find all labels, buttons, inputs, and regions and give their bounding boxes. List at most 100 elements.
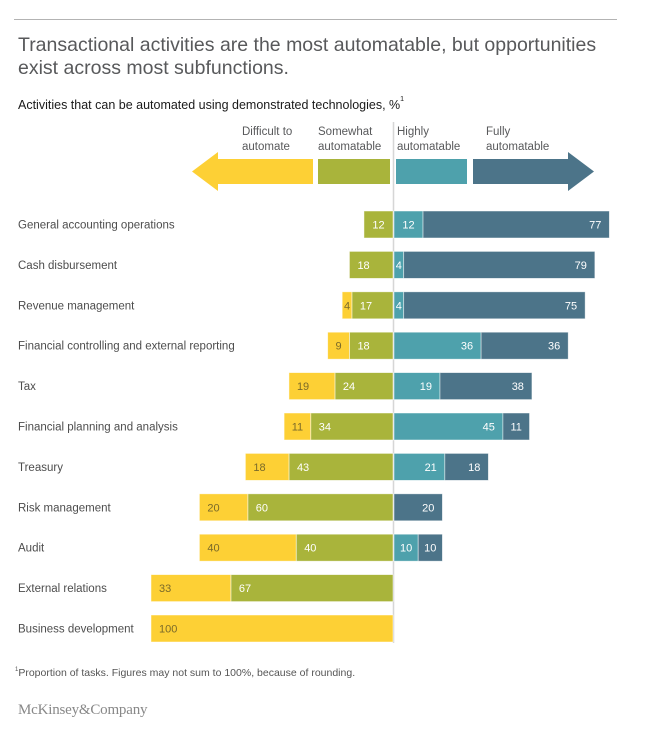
left-arrow-icon: [192, 152, 313, 191]
category-label: Cash disbursement: [18, 260, 118, 272]
bar-segment-fully: [444, 452, 489, 481]
bar-label-fully: 38: [512, 381, 524, 393]
bar-segment-somewhat: [230, 574, 394, 602]
bar-label-somewhat: 18: [357, 341, 369, 353]
bar-segment-fully: [480, 331, 569, 360]
bar-label-somewhat: 24: [343, 381, 355, 393]
bar-label-somewhat: 43: [297, 462, 309, 474]
bar-label-highly: 19: [420, 381, 432, 393]
footnote-marker: 1: [15, 667, 19, 673]
bar-segment-difficult: [244, 452, 290, 481]
chart-row: Treasury 43 18 21 18: [18, 452, 489, 481]
bar-label-difficult: 18: [253, 462, 265, 474]
legend-label-difficult-line1: Difficult to: [242, 126, 292, 138]
bar-label-difficult: 100: [159, 624, 177, 636]
bar-segment-fully: [422, 210, 610, 239]
bar-label-somewhat: 67: [239, 583, 251, 595]
bar-segment-somewhat: [351, 291, 394, 320]
bar-segment-somewhat: [349, 250, 394, 279]
bar-segment-fully: [403, 291, 586, 320]
bar-label-fully: 11: [510, 422, 521, 434]
bar-label-somewhat: 34: [319, 422, 331, 434]
legend-label-somewhat-line1: Somewhat: [318, 126, 373, 138]
bar-label-highly: 21: [425, 462, 437, 474]
category-label: Tax: [18, 381, 36, 393]
chart: Difficult to automate Somewhat automatable H…: [18, 122, 610, 643]
chart-row: Revenue management 17 4 4 75: [18, 291, 586, 320]
bar-segment-difficult: [283, 412, 312, 441]
bar-segment-difficult: [288, 372, 336, 401]
bar-segment-highly: [393, 372, 441, 401]
bar-segment-fully: [403, 250, 596, 279]
legend-label-somewhat-line2: automatable: [318, 141, 381, 153]
legend-label-highly-line1: Highly: [397, 126, 429, 138]
bar-label-fully: 20: [422, 502, 434, 514]
bar-label-difficult: 20: [207, 502, 219, 514]
legend-label-highly-line2: automatable: [397, 141, 460, 153]
chart-subtitle: Activities that can be automated using d…: [18, 96, 405, 112]
chart-row: Business development 100: [18, 614, 394, 643]
bar-segment-difficult: [150, 574, 232, 602]
bar-label-somewhat: 18: [357, 260, 369, 272]
chart-row: Tax 24 19 19 38: [18, 372, 533, 401]
bar-label-fully: 79: [575, 260, 587, 272]
category-label: Treasury: [18, 462, 63, 474]
bar-segment-somewhat: [363, 210, 394, 239]
bar-label-difficult: 40: [207, 543, 219, 555]
top-rule: [14, 19, 617, 20]
category-label: Audit: [18, 543, 45, 555]
bar-segment-fully: [439, 372, 533, 401]
bar-label-highly: 12: [402, 220, 414, 232]
chart-row: General accounting operations 12 12 77: [18, 210, 610, 239]
bar-label-highly: 4: [396, 300, 402, 312]
chart-row: Cash disbursement 18 4 79: [18, 250, 596, 279]
bar-label-fully: 77: [589, 220, 601, 232]
bar-segment-somewhat: [334, 372, 394, 401]
category-label: General accounting operations: [18, 220, 175, 232]
bar-label-somewhat: 17: [360, 300, 372, 312]
subtitle-text: Activities that can be automated using d…: [18, 98, 401, 112]
category-label: Risk management: [18, 502, 111, 514]
legend-label-difficult-line2: automate: [242, 141, 290, 153]
bar-label-difficult: 19: [297, 381, 309, 393]
bar-label-highly: 4: [396, 260, 402, 272]
bar-label-highly: 36: [461, 341, 473, 353]
bar-label-somewhat: 40: [304, 543, 316, 555]
chart-rows: General accounting operations 12 12 77 Cash …: [18, 210, 610, 643]
bar-segment-fully: [417, 533, 443, 562]
bar-label-highly: 45: [483, 422, 495, 434]
bar-segment-difficult: [150, 614, 394, 643]
bar-label-fully: 36: [548, 341, 560, 353]
category-label: Financial controlling and external repor…: [18, 341, 235, 353]
subtitle-footnote-marker: 1: [400, 96, 405, 103]
legend-label-fully-line2: automatable: [486, 141, 549, 153]
bar-segment-highly: [393, 412, 504, 441]
chart-row: Financial planning and analysis 34 11 45 11: [18, 412, 530, 441]
bar-segment-somewhat: [295, 533, 394, 562]
bar-label-difficult: 33: [159, 583, 171, 595]
category-label: External relations: [18, 583, 107, 595]
bar-segment-highly: [393, 210, 424, 239]
legend-swatch-highly: [396, 159, 467, 184]
chart-row: Financial controlling and external repor…: [18, 331, 569, 360]
legend: Difficult to automate Somewhat automatable H…: [192, 126, 594, 191]
bar-label-fully: 10: [424, 543, 436, 555]
legend-swatch-somewhat: [318, 159, 390, 184]
category-label: Business development: [18, 624, 135, 636]
bar-segment-difficult: [198, 493, 249, 522]
chart-row: Risk management 60 20 20: [18, 493, 443, 522]
chart-row: Audit 40 40 10 10: [18, 533, 443, 562]
chart-title: Transactional activities are the most au…: [18, 34, 597, 79]
bar-label-difficult: 9: [335, 341, 341, 353]
bar-segment-fully: [393, 493, 443, 522]
bar-label-difficult: 11: [292, 422, 303, 434]
bar-segment-fully: [502, 412, 530, 441]
mckinsey-logo: McKinsey&Company: [18, 702, 148, 718]
bar-segment-highly: [393, 452, 446, 481]
bar-label-highly: 10: [400, 543, 412, 555]
bar-segment-difficult: [341, 291, 353, 320]
legend-label-fully-line1: Fully: [486, 126, 511, 138]
footnote: 1Proportion of tasks. Figures may not su…: [15, 667, 355, 679]
bar-label-difficult: 4: [344, 300, 350, 312]
bar-segment-somewhat: [247, 493, 394, 522]
